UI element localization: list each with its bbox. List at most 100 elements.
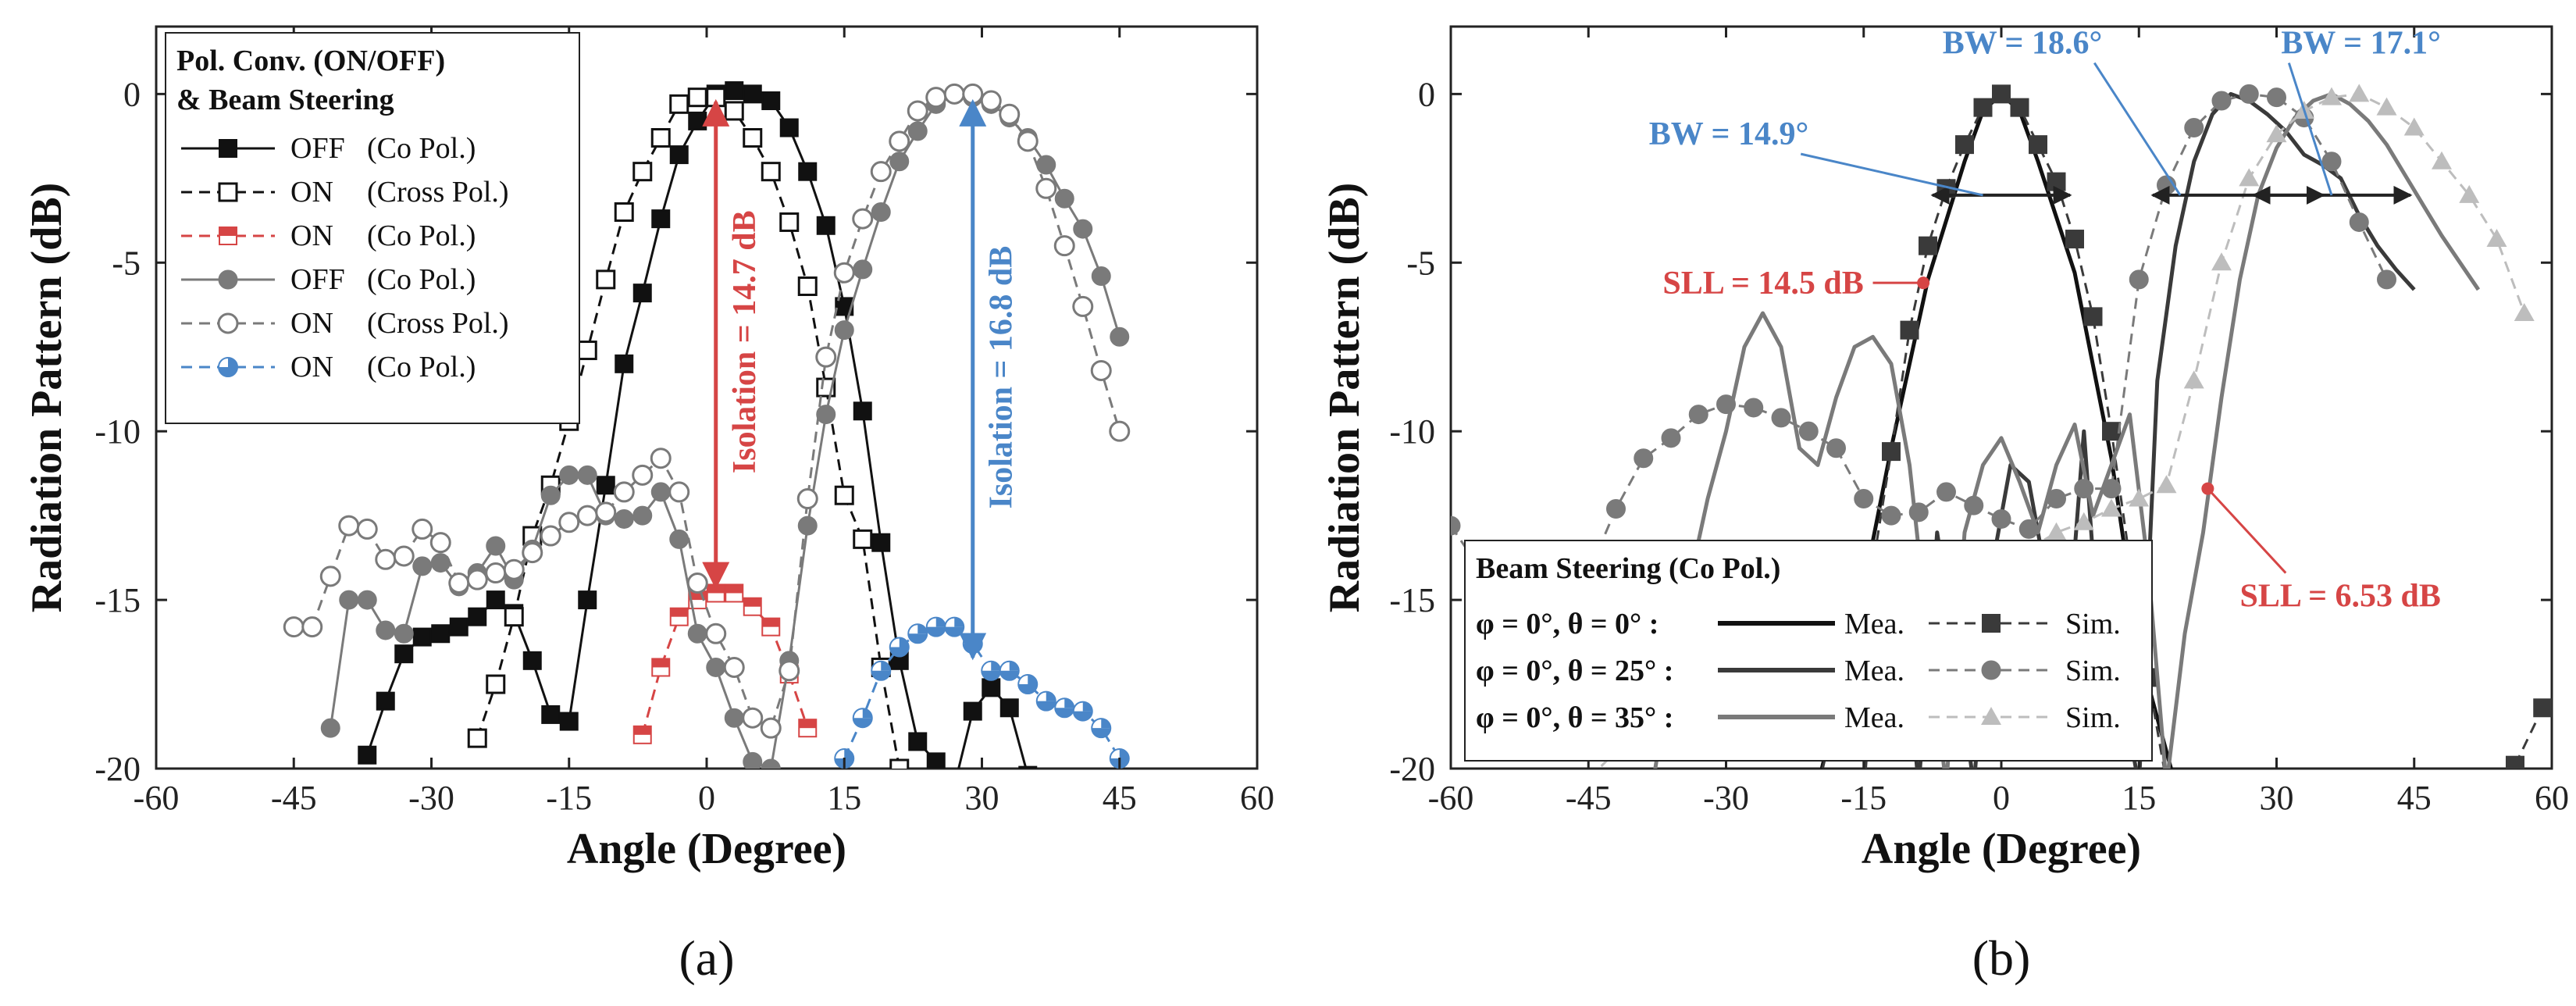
panel-b-xtick-label: 45 [2397, 779, 2432, 817]
panel-a-data-point [853, 259, 873, 280]
panel-a-data-point [926, 752, 946, 769]
panel-a-data-point [962, 83, 984, 105]
isolation-label: Isolation = 16.8 dB [984, 246, 1020, 509]
panel-a-data-point [907, 121, 928, 141]
panel-a-data-point [595, 501, 617, 523]
panel-a-data-point [338, 515, 360, 537]
panel-a-data-point [632, 725, 652, 744]
sll-label: SLL = 14.5 dB [1662, 266, 1863, 301]
panel-b-xtick-label: 0 [1993, 779, 2010, 817]
panel-a-data-point-fill [853, 718, 872, 728]
panel-a-data-point [980, 90, 1002, 112]
panel-a-data-point [779, 118, 799, 137]
panel-a-data-point [706, 583, 725, 603]
panel-b-data-point [2432, 151, 2452, 169]
panel-a-data-point-fill2 [844, 749, 854, 759]
panel-a-data-point [687, 623, 707, 644]
panel-a-legend: Pol. Conv. (ON/OFF) & Beam Steering OFF (… [165, 32, 580, 424]
panel-a-data-point [356, 518, 378, 540]
panel-a-data-point-fill [982, 670, 1001, 680]
panel-a-data-point [596, 269, 616, 290]
legend-sim-marker [1981, 707, 2001, 725]
panel-a-data-point-fill2 [1028, 675, 1038, 685]
legend-sim-marker [1982, 614, 2001, 633]
bw-leader [2287, 62, 2333, 196]
panel-b-data-point [2533, 698, 2552, 718]
panel-a-data-point-fill [1092, 728, 1111, 738]
panel-a-data-point [650, 448, 672, 469]
panel-a-data-point [651, 658, 671, 677]
panel-b-data-point [2065, 230, 2084, 249]
panel-a-data-point [1053, 235, 1075, 257]
panel-a-data-point [319, 565, 341, 587]
panel-a-ylabel: Radiation Pattern (dB) [23, 183, 71, 613]
panel-b-data-point [1900, 320, 1919, 340]
panel-a-data-point [925, 616, 946, 637]
panel-a-data-point [1091, 266, 1111, 287]
legend-pol: (Co Pol.) [367, 219, 476, 252]
legend-mea: Mea. [1844, 655, 1904, 687]
panel-a-data-point [412, 556, 433, 576]
panel-a-data-point [761, 617, 781, 637]
panel-b-ylabel: Radiation Pattern (dB) [1320, 183, 1369, 613]
panel-a-data-point [376, 620, 396, 640]
panel-a-data-point [742, 707, 764, 729]
panel-a-data-point [999, 698, 1019, 718]
panel-a-data-point [540, 485, 561, 505]
legend-sim: Sim. [2065, 655, 2121, 687]
panel-a-data-point [1035, 177, 1057, 199]
panel-a-data-point [376, 691, 395, 711]
panel-a-label: (a) [679, 930, 734, 986]
panel-a-data-point [632, 162, 653, 182]
panel-a-data-point [577, 341, 597, 361]
panel-b-data-point [2514, 303, 2535, 322]
panel-a-data-point [889, 637, 910, 658]
panel-a-data-point [705, 623, 727, 644]
panel-a-data-point [651, 209, 671, 229]
legend-pol: (Co Pol.) [367, 132, 476, 165]
panel-a-data-point [412, 627, 432, 647]
panel-a-data-point [576, 505, 598, 526]
panel-a-ytick-label: 0 [123, 75, 141, 113]
panel-a-series-line [641, 592, 809, 736]
panel-a-data-point [815, 346, 837, 368]
legend-mea: Mea. [1844, 608, 1904, 640]
panel-b-data-point [2102, 422, 2121, 441]
legend-state: ON [290, 219, 333, 252]
legend-state: OFF [290, 132, 345, 165]
panel-a-ytick-label: -5 [112, 244, 141, 282]
legend-pol: (Co Pol.) [367, 351, 476, 383]
panel-a-data-point-fill2 [1064, 698, 1074, 708]
panel-b-label: (b) [1972, 930, 2031, 986]
panel-b-data-point [2349, 212, 2369, 232]
panel-a-ytick-label: -20 [94, 750, 141, 788]
panel-b-data-point [2073, 512, 2094, 530]
panel-a-data-point [1109, 420, 1131, 442]
panel-b-data-point [2211, 252, 2232, 271]
panel-a-data-point [393, 545, 415, 567]
panel-a-data-point [632, 284, 652, 303]
panel-b-ytick-label: 0 [1418, 75, 1435, 113]
panel-a-data-point [632, 464, 654, 486]
panel-a-data-point [558, 512, 580, 533]
panel-a-data-point [559, 712, 579, 731]
panel-a-data-point [430, 553, 451, 573]
panel-a-data-point [1054, 697, 1075, 719]
panel-a-data-point-fill [743, 598, 761, 607]
panel-a-data-point-fill2 [1009, 661, 1019, 671]
panel-b-data-point [1661, 428, 1681, 448]
panel-a-data-point-fill [871, 670, 891, 680]
panel-a-data-point-fill [1055, 708, 1074, 718]
bw-label: BW = 14.9° [1649, 116, 1808, 152]
panel-b-ytick-label: -5 [1406, 244, 1435, 282]
panel-a-xtick-label: -15 [546, 779, 592, 817]
panel-a-data-point [944, 616, 965, 637]
panel-a-data-point [522, 651, 542, 670]
panel-a-data-point [723, 656, 745, 678]
panel-a-data-point [688, 111, 707, 130]
panel-a-data-point [504, 607, 524, 627]
panel-b-series-line [2514, 707, 2544, 766]
panel-b-data-point [2266, 124, 2287, 143]
legend-pol: (Cross Pol.) [367, 176, 509, 209]
panel-b-data-point [2129, 269, 2149, 290]
